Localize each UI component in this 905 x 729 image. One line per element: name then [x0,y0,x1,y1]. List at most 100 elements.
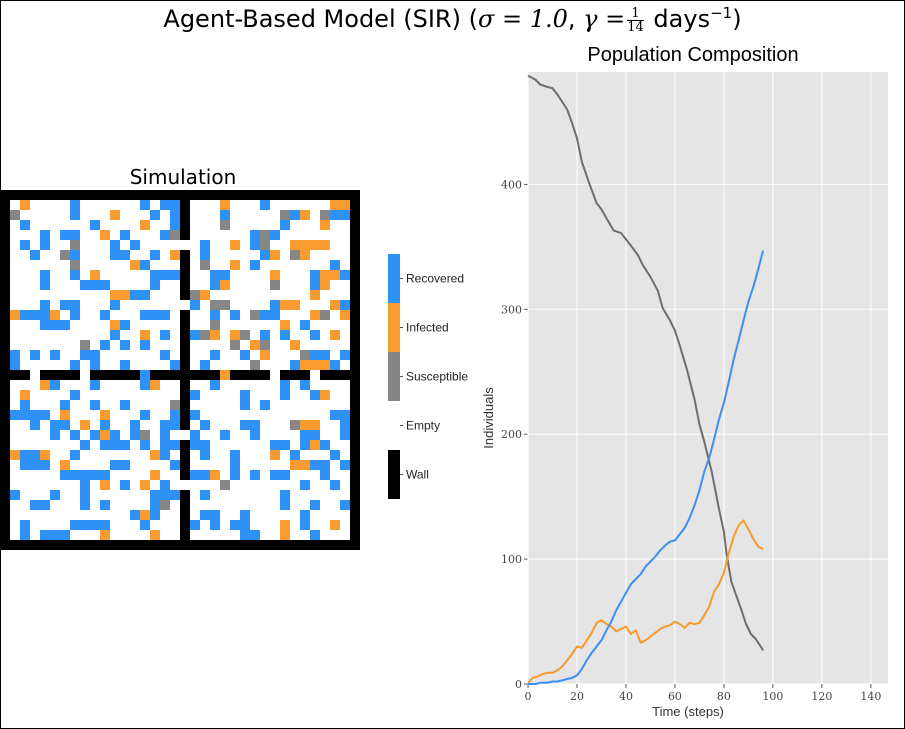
recovered-cell [70,210,80,220]
recovered-cell [50,420,60,430]
wall-cell [70,540,80,550]
wall-cell [0,470,10,480]
wall-cell [0,270,10,280]
recovered-cell [150,310,160,320]
wall-cell [270,540,280,550]
legend-swatch-susceptible [388,352,400,401]
recovered-cell [60,230,70,240]
wall-cell [350,270,360,280]
recovered-cell [70,430,80,440]
wall-cell [0,210,10,220]
wall-cell [180,470,190,480]
recovered-cell [320,440,330,450]
wall-cell [340,540,350,550]
recovered-cell [110,300,120,310]
recovered-cell [260,400,270,410]
recovered-cell [150,510,160,520]
infected-cell [220,370,230,380]
recovered-cell [130,430,140,440]
recovered-cell [120,400,130,410]
wall-cell [180,310,190,320]
recovered-cell [70,520,80,530]
recovered-cell [90,470,100,480]
susceptible-cell [60,250,70,260]
wall-cell [100,370,110,380]
recovered-cell [80,280,90,290]
wall-cell [190,190,200,200]
recovered-cell [190,300,200,310]
recovered-cell [30,460,40,470]
wall-cell [0,250,10,260]
recovered-cell [210,350,220,360]
recovered-cell [200,250,210,260]
recovered-cell [40,280,50,290]
recovered-cell [80,490,90,500]
susceptible-cell [140,430,150,440]
recovered-cell [280,470,290,480]
wall-cell [300,190,310,200]
susceptible-cell [230,340,240,350]
wall-cell [300,540,310,550]
susceptible-cell [260,230,270,240]
recovered-cell [50,320,60,330]
susceptible-cell [280,210,290,220]
wall-cell [0,220,10,230]
wall-cell [260,540,270,550]
figure-title: Agent-Based Model (SIR) (σ = 1.0, γ = 1 14… [163,4,742,35]
recovered-cell [60,300,70,310]
infected-cell [40,450,50,460]
wall-cell [100,540,110,550]
wall-cell [350,200,360,210]
susceptible-cell [290,420,300,430]
recovered-cell [90,400,100,410]
recovered-cell [310,330,320,340]
recovered-cell [250,470,260,480]
infected-cell [330,200,340,210]
recovered-cell [110,440,120,450]
infected-cell [210,470,220,480]
wall-cell [180,490,190,500]
recovered-cell [110,240,120,250]
recovered-cell [20,460,30,470]
recovered-cell [10,360,20,370]
recovered-cell [120,480,130,490]
wall-cell [190,540,200,550]
recovered-cell [40,320,50,330]
x-tick-label: 0 [525,690,532,703]
recovered-cell [210,510,220,520]
recovered-cell [40,310,50,320]
recovered-cell [40,230,50,240]
wall-cell [200,370,210,380]
wall-cell [0,200,10,210]
legend-swatch-empty [388,401,400,450]
recovered-cell [30,310,40,320]
recovered-cell [230,470,240,480]
infected-cell [150,470,160,480]
wall-cell [0,390,10,400]
wall-cell [0,290,10,300]
recovered-cell [200,240,210,250]
recovered-cell [200,360,210,370]
legend-label-infected: Infected [406,321,449,335]
wall-cell [350,480,360,490]
wall-cell [80,540,90,550]
wall-cell [0,410,10,420]
recovered-cell [80,500,90,510]
plot-area [528,72,888,684]
infected-cell [300,420,310,430]
recovered-cell [40,500,50,510]
wall-cell [350,350,360,360]
recovered-cell [270,230,280,240]
recovered-cell [160,200,170,210]
wall-cell [30,540,40,550]
recovered-cell [160,490,170,500]
wall-cell [350,240,360,250]
recovered-cell [340,430,350,440]
recovered-cell [340,410,350,420]
recovered-cell [250,230,260,240]
infected-cell [300,360,310,370]
wall-cell [130,370,140,380]
recovered-cell [110,250,120,260]
recovered-cell [70,250,80,260]
wall-cell [90,370,100,380]
